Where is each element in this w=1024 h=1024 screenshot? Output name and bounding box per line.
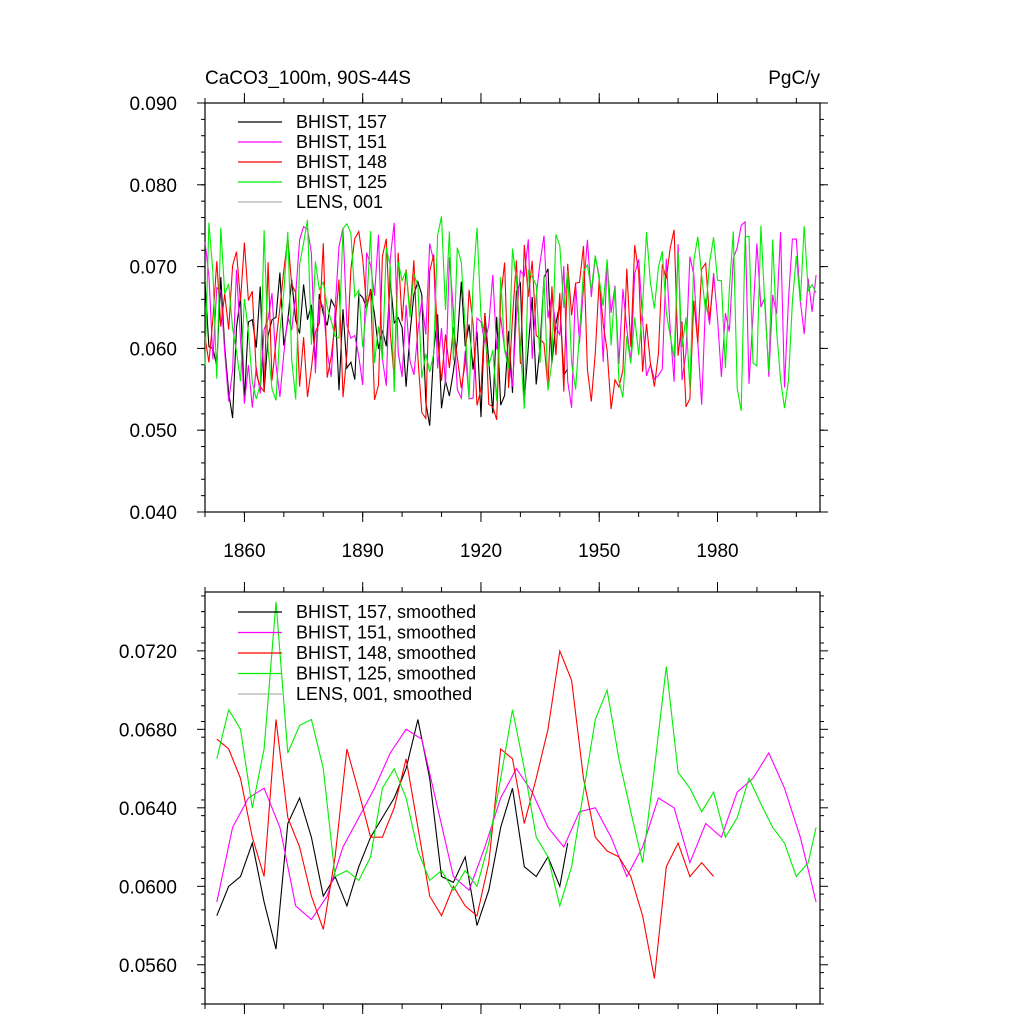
top-x-tick-label: 1950 [578,541,620,562]
top-legend-label: BHIST, 157 [296,112,387,132]
top-x-tick-label: 1890 [342,541,384,562]
bottom-legend-label: BHIST, 148, smoothed [296,643,476,663]
top-legend-label: BHIST, 151 [296,132,387,152]
top-series-line-2 [204,220,817,408]
top-y-tick-label: 0.070 [129,258,177,279]
top-y-tick-label: 0.080 [129,176,177,197]
top-series-line-4 [204,216,817,411]
bottom-series-line-1 [216,719,569,950]
bottom-y-tick-label: 0.0680 [119,720,177,741]
bottom-legend-label: BHIST, 157, smoothed [296,602,476,622]
top-x-tick-label: 1920 [460,541,502,562]
bottom-legend-label: BHIST, 125, smoothed [296,664,476,684]
bottom-series-line-4 [216,601,817,909]
bottom-chart-panel: 0.0560 0.0600 0.0640 0.0680 0.0720 BHIST, 157… [119,582,828,1014]
top-chart-title: CaCO3_100m, 90S-44S [205,68,411,89]
bottom-legend-label: LENS, 001, smoothed [296,684,472,704]
bottom-y-tick-label: 0.0640 [119,799,177,820]
bottom-y-tick-label: 0.0560 [119,956,177,977]
top-x-tick-label: 1860 [223,541,265,562]
top-y-tick-label: 0.060 [129,339,177,360]
top-x-tick-label: 1980 [696,541,738,562]
bottom-legend-label: BHIST, 151, smoothed [296,623,476,643]
bottom-series-line-3 [216,648,715,979]
top-legend-label: BHIST, 125 [296,172,387,192]
top-chart-panel: CaCO3_100m, 90S-44S PgC/y 0.040 0.050 0.06… [129,68,828,562]
top-plot-frame [204,102,821,513]
top-y-tick-label: 0.050 [129,421,177,442]
top-legend-label: BHIST, 148 [296,152,387,172]
top-series-line-3 [204,229,715,421]
top-series-line-1 [204,268,569,426]
top-legend-label: LENS, 001 [296,192,383,212]
bottom-plot-frame [204,591,821,1005]
top-chart-units: PgC/y [768,68,820,89]
top-y-tick-label: 0.090 [129,94,177,115]
top-y-tick-label: 0.040 [129,503,177,524]
bottom-y-tick-label: 0.0600 [119,877,177,898]
bottom-series-line-2 [216,728,817,921]
bottom-y-tick-label: 0.0720 [119,642,177,663]
